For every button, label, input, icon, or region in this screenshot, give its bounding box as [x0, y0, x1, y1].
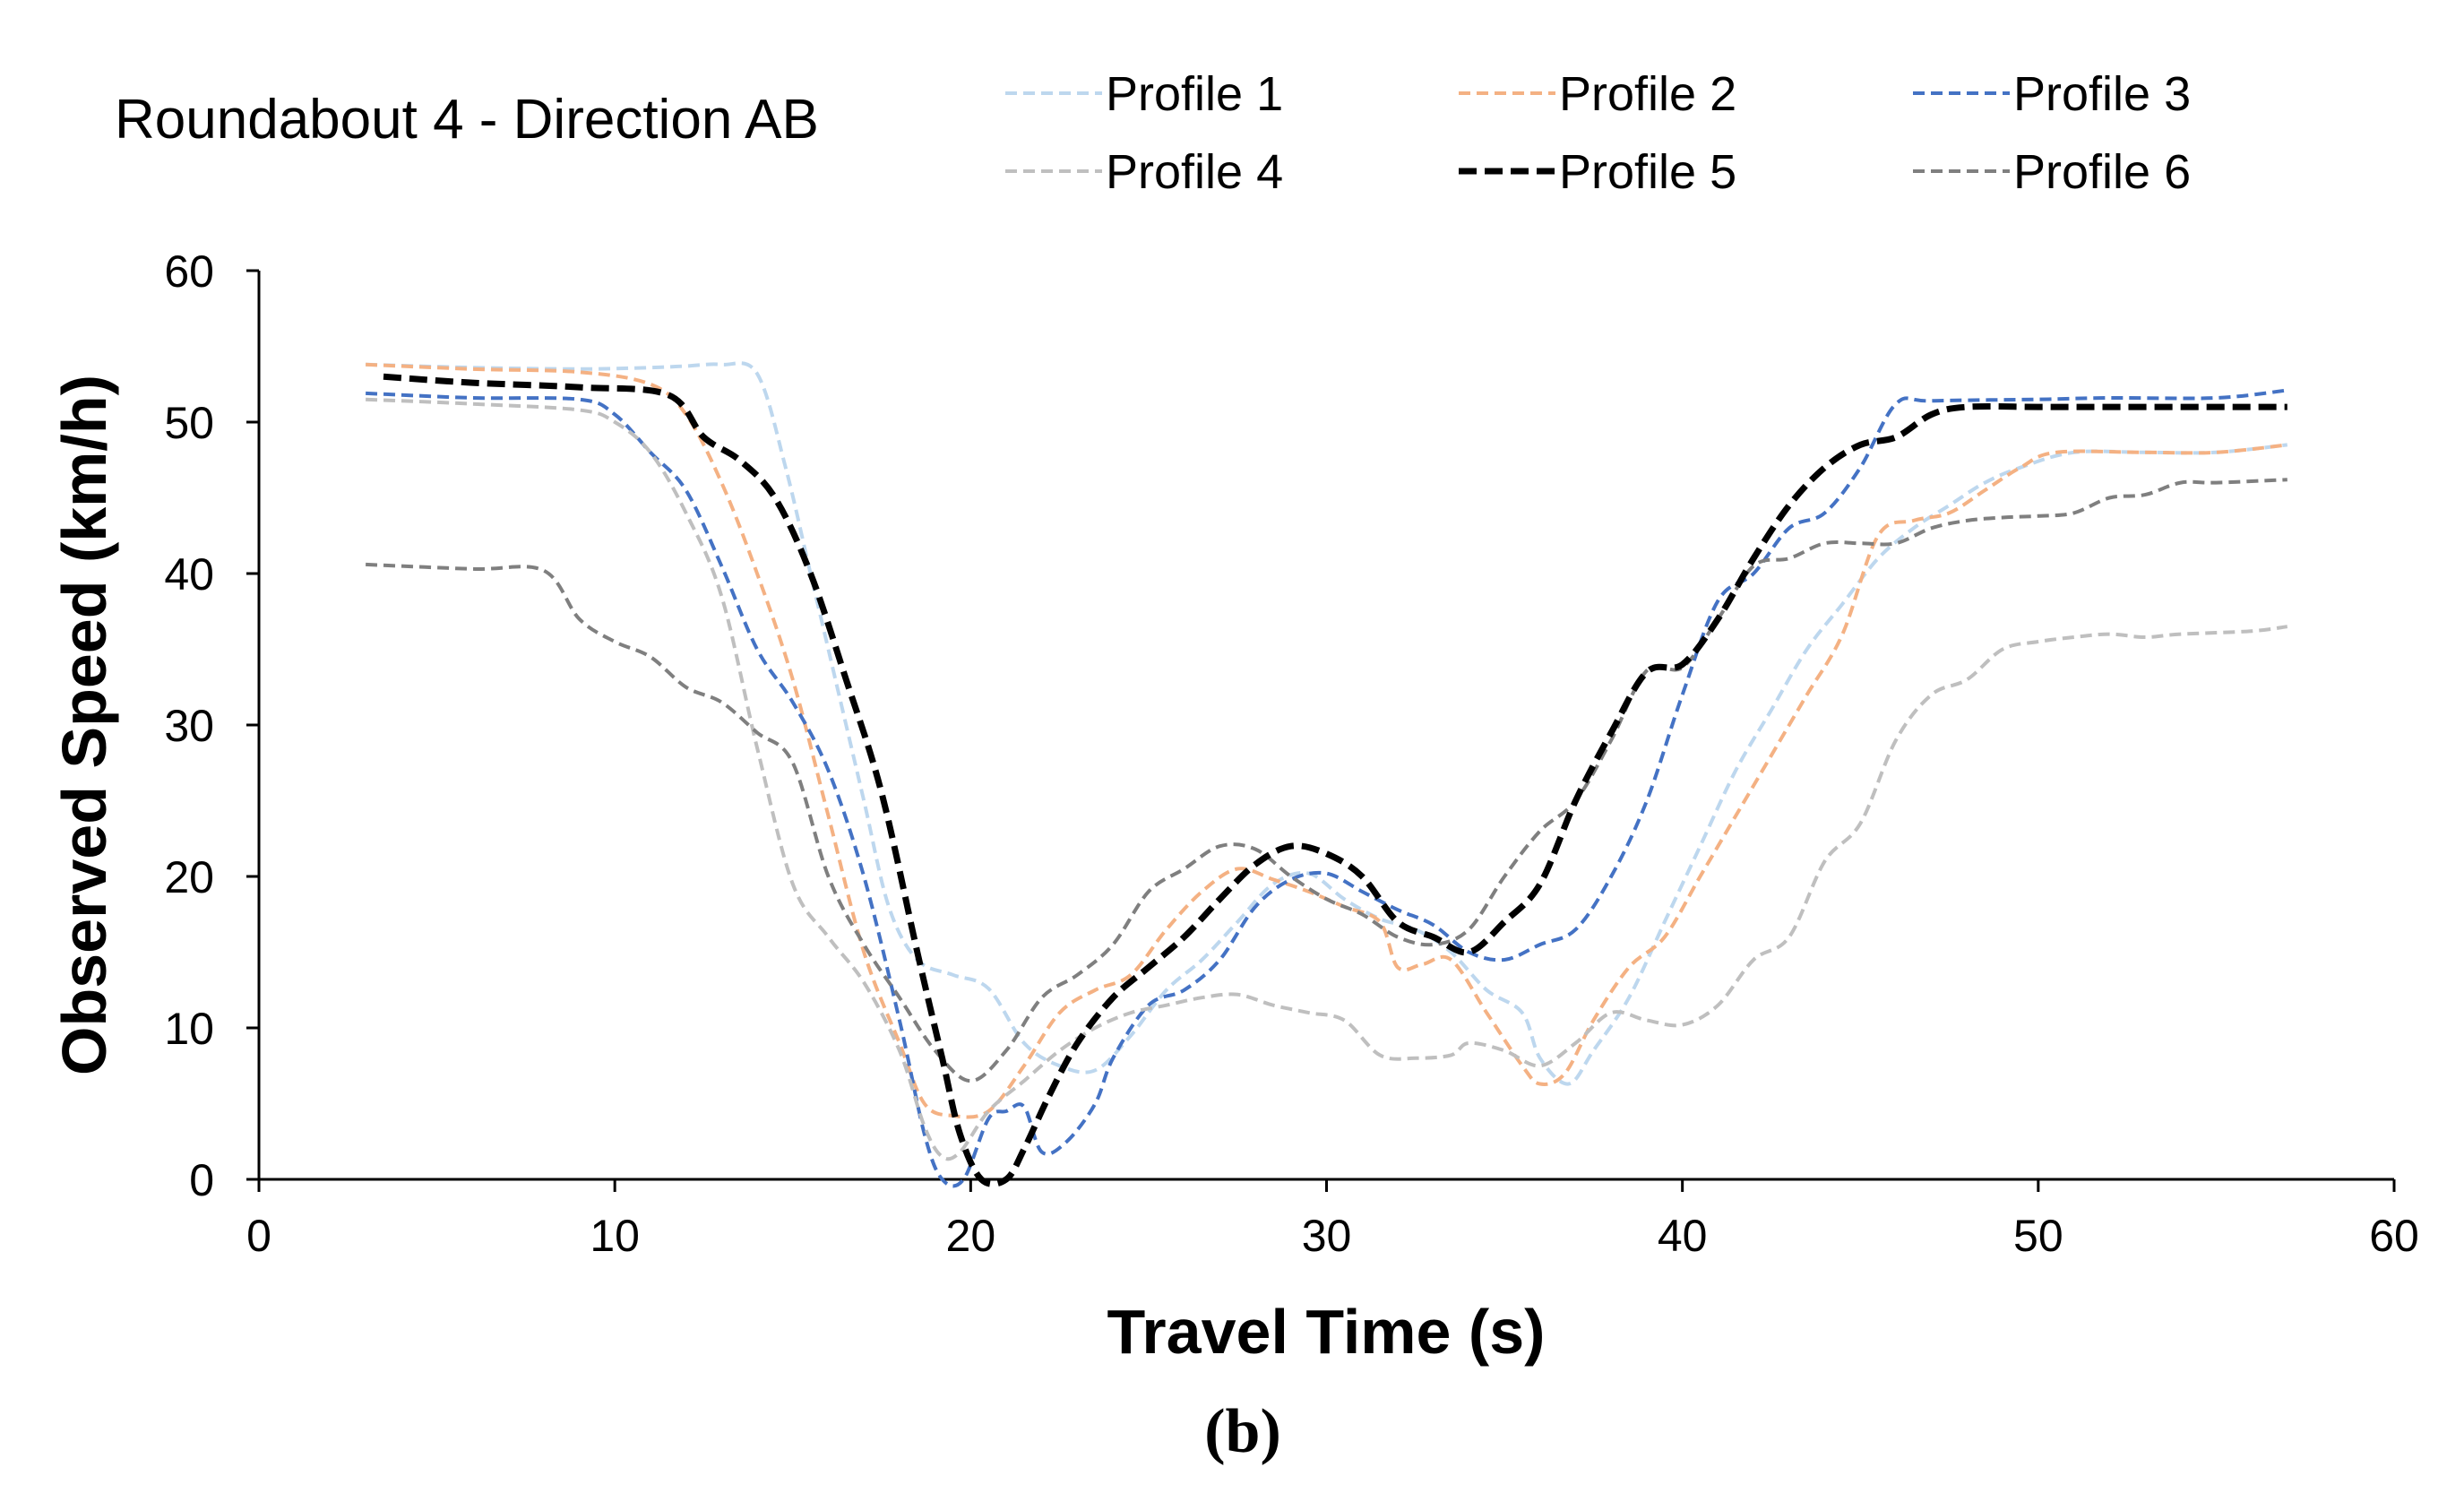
axes [257, 271, 2394, 1181]
legend-label-profile-6: Profile 6 [2013, 145, 2191, 199]
y-tick-label: 30 [164, 701, 214, 751]
series-line-profile-3 [366, 388, 2288, 1188]
x-tick-label: 40 [1658, 1211, 1708, 1261]
x-tick-label: 0 [246, 1211, 271, 1261]
series-line-profile-1 [366, 361, 2288, 1086]
chart-title: Roundabout 4 - Direction AB [115, 89, 819, 151]
series-line-profile-2 [366, 362, 2288, 1119]
series-line-profile-6 [366, 478, 2287, 1083]
x-tick-label: 10 [590, 1211, 640, 1261]
x-axis-label: Travel Time (s) [1107, 1297, 1546, 1367]
x-tick-label: 60 [2369, 1211, 2419, 1261]
x-tick-label: 50 [2013, 1211, 2063, 1261]
y-tick-label: 40 [164, 549, 214, 600]
y-tick-label: 0 [189, 1155, 214, 1205]
y-axis-label: Observed Speed (km/h) [49, 375, 119, 1075]
legend-label-profile-3: Profile 3 [2013, 67, 2191, 121]
y-tick-label: 20 [164, 852, 214, 902]
x-ticks: 0 10 20 30 40 50 60 [246, 1179, 2419, 1261]
series-line-profile-4 [366, 397, 2288, 1161]
legend-label-profile-4: Profile 4 [1106, 145, 1283, 199]
x-tick-label: 20 [946, 1211, 996, 1261]
legend-label-profile-2: Profile 2 [1559, 67, 1736, 121]
legend: Profile 1 Profile 2 Profile 3 Profile 4 Prof… [1005, 67, 2191, 199]
figure-caption: (b) [1204, 1397, 1281, 1466]
series-layer [366, 361, 2288, 1188]
series-line-profile-5 [383, 373, 2287, 1187]
y-ticks: 0 10 20 30 40 50 60 [164, 246, 259, 1205]
legend-label-profile-1: Profile 1 [1106, 67, 1283, 121]
y-tick-label: 60 [164, 246, 214, 297]
x-tick-label: 30 [1302, 1211, 1352, 1261]
y-tick-label: 50 [164, 398, 214, 448]
legend-label-profile-5: Profile 5 [1559, 145, 1736, 199]
y-tick-label: 10 [164, 1004, 214, 1054]
